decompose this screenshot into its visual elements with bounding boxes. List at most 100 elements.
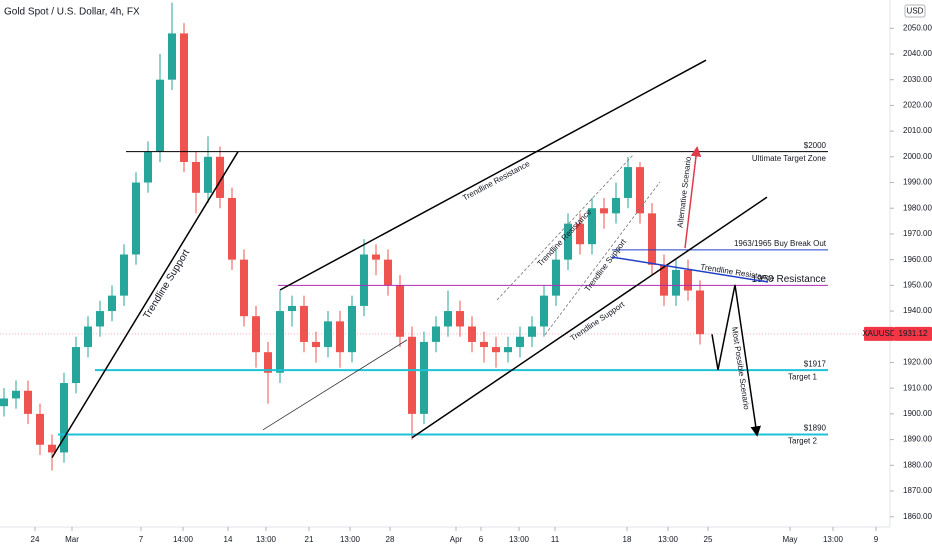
candle-body: [528, 326, 536, 337]
y-tick-label: 2020.00: [903, 101, 932, 110]
x-tick-label: Mar: [65, 535, 79, 544]
candle-body: [480, 341, 488, 348]
candle-body: [228, 197, 236, 260]
x-tick-label: 14:00: [173, 535, 194, 544]
candle-body: [372, 254, 380, 260]
candle-body: [660, 264, 668, 296]
candle-body: [672, 269, 680, 296]
candle-body: [456, 311, 464, 327]
x-tick-label: 13:00: [509, 535, 530, 544]
candle-body: [252, 316, 260, 353]
trendline: [411, 196, 768, 439]
trendline: [711, 284, 761, 437]
candle-body: [564, 223, 572, 260]
y-tick-label: 1890.00: [903, 435, 932, 444]
x-tick-label: 25: [704, 535, 713, 544]
trendline: [496, 154, 634, 301]
candle-body: [120, 254, 128, 296]
x-tick-label: 18: [623, 535, 632, 544]
last-price-symbol: XAUUSD: [862, 329, 896, 338]
candle-body: [288, 305, 296, 312]
candle-body: [552, 259, 560, 296]
trendline: [544, 181, 661, 335]
candle-body: [336, 321, 344, 353]
candle-body: [168, 33, 176, 80]
candle-body: [348, 305, 356, 353]
candle-body: [108, 295, 116, 312]
candle-body: [600, 208, 608, 214]
level-label: $1917: [804, 359, 827, 368]
candle-body: [696, 290, 704, 335]
x-tick-label: Apr: [450, 535, 463, 544]
candle-body: [516, 336, 524, 348]
trendline: [51, 151, 239, 458]
y-tick-label: 1860.00: [903, 512, 932, 521]
candle-body: [12, 390, 20, 399]
chart-title: Gold Spot / U.S. Dollar, 4h, FX: [4, 7, 140, 18]
candle-body: [636, 167, 644, 214]
candle-body: [144, 151, 152, 183]
y-tick-label: 2000.00: [903, 152, 932, 161]
candle-body: [648, 213, 656, 265]
candle-body: [192, 161, 200, 193]
candle-body: [312, 341, 320, 348]
candle-body: [324, 321, 332, 348]
y-tick-label: 1990.00: [903, 178, 932, 187]
x-tick-label: 6: [479, 535, 484, 544]
level-label: 1963/1965 Buy Break Out: [734, 239, 827, 248]
candle-body: [180, 33, 188, 162]
candle-body: [612, 197, 620, 214]
candle-body: [216, 156, 224, 198]
candle-body: [432, 326, 440, 342]
x-tick-label: 28: [386, 535, 395, 544]
trendline: [279, 59, 707, 291]
candle-body: [84, 326, 92, 348]
level-label: $2000: [804, 141, 827, 150]
level-note: Target 1: [788, 372, 817, 381]
y-tick-label: 1910.00: [903, 383, 932, 392]
candle-body: [36, 413, 44, 445]
candle-body: [468, 326, 476, 342]
candle-body: [444, 311, 452, 327]
y-tick-label: 1900.00: [903, 409, 932, 418]
y-tick-label: 1940.00: [903, 306, 932, 315]
x-tick-label: 9: [874, 535, 879, 544]
candle-body: [96, 311, 104, 327]
candle-body: [264, 352, 272, 373]
level-note: Ultimate Target Zone: [752, 154, 827, 163]
y-tick-label: 2010.00: [903, 126, 932, 135]
candle-body: [24, 390, 32, 414]
candle-body: [300, 305, 308, 342]
candle-body: [204, 156, 212, 193]
y-tick-label: 2030.00: [903, 75, 932, 84]
candle-body: [684, 269, 692, 291]
x-tick-label: May: [782, 535, 797, 544]
candle-body: [240, 259, 248, 317]
candle-body: [48, 444, 56, 453]
y-tick-label: 1880.00: [903, 460, 932, 469]
last-price-symbol-box: [864, 326, 894, 341]
x-tick-label: 14: [224, 535, 233, 544]
candle-body: [396, 285, 404, 337]
x-tick-label: 13:00: [340, 535, 361, 544]
x-tick-label: 24: [31, 535, 40, 544]
level-label: 1950 Resistance: [752, 274, 827, 285]
candle-body: [588, 208, 596, 245]
y-tick-label: 1980.00: [903, 203, 932, 212]
y-tick-label: 2050.00: [903, 23, 932, 32]
y-tick-label: 2040.00: [903, 49, 932, 58]
candle-body: [624, 167, 632, 198]
x-tick-label: 13:00: [823, 535, 844, 544]
candle-body: [384, 259, 392, 286]
candle-body: [72, 347, 80, 384]
candle-body: [408, 336, 416, 414]
candle-body: [576, 223, 584, 245]
trendline: [611, 256, 769, 283]
candle-body: [156, 79, 164, 152]
y-tick-label: 1970.00: [903, 229, 932, 238]
currency-box: [904, 4, 926, 18]
candle-body: [60, 383, 68, 453]
candle-body: [420, 341, 428, 414]
